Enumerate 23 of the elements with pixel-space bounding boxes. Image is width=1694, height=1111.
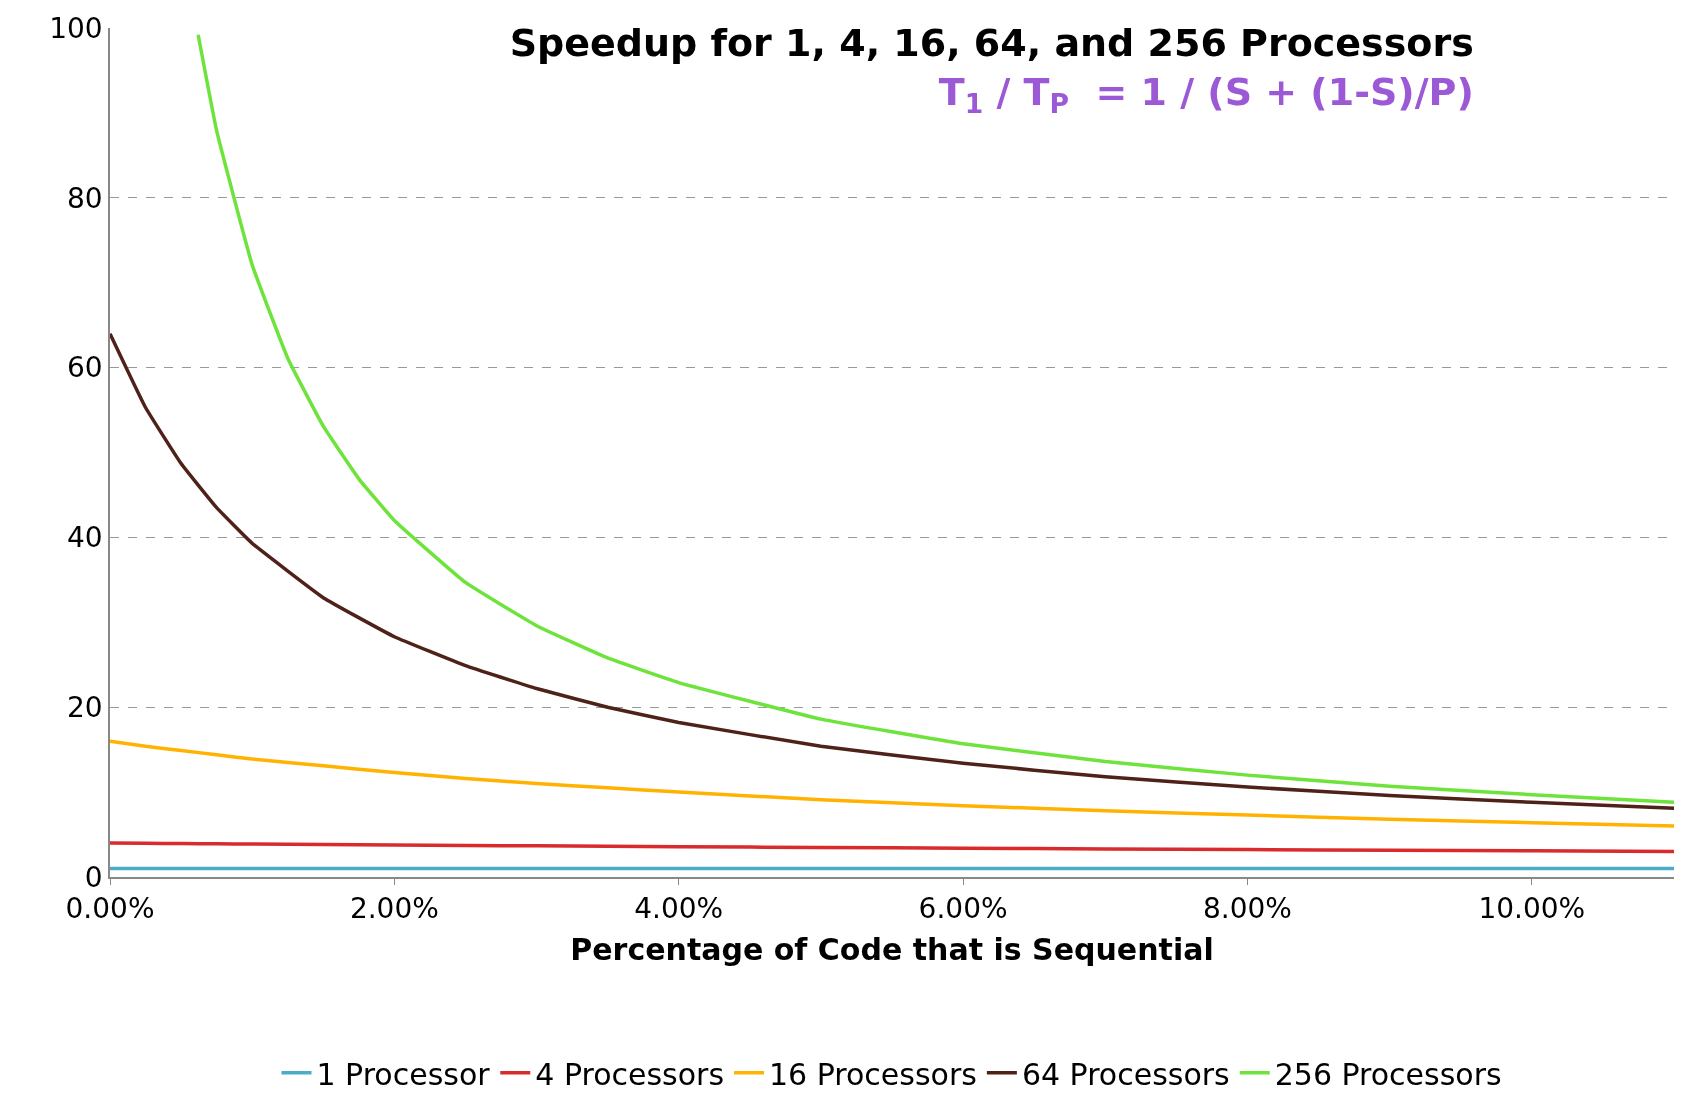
line-series [110, 841, 1674, 854]
chart-title: Speedup for 1, 4, 16, 64, and 256 Processors [509, 20, 1474, 65]
x-tick-label: 6.00% [918, 892, 1008, 926]
y-tick-label: 40 [67, 521, 103, 555]
x-tick-label: 10.00% [1478, 892, 1586, 926]
y-tick-label: 80 [67, 181, 103, 215]
text: T$_{1}$ / T$_{P}$ = 1 / (S + (1-S)/P) [938, 69, 1474, 119]
y-tick-label: 60 [67, 351, 103, 385]
y-tick-label: 100 [49, 11, 103, 45]
x-tick-label: 4.00% [634, 892, 724, 926]
y-tick-label: 20 [67, 691, 103, 724]
x-tick-label: 2.00% [349, 892, 439, 926]
line-series [110, 331, 1674, 810]
x-axis-title: Percentage of Code that is Sequential [570, 932, 1214, 968]
legend-label: 16 Processors [769, 1056, 977, 1092]
y-tick-label: 0 [84, 860, 103, 894]
legend-label: 1 Processor [316, 1056, 491, 1092]
x-tick-label: 8.00% [1202, 892, 1292, 926]
legend-label: 64 Processors [1021, 1056, 1230, 1092]
line-series [110, 739, 1674, 828]
x-tick-label: 0.00% [65, 892, 155, 926]
legend-label: 4 Processors [535, 1056, 725, 1092]
legend-label: 256 Processors [1274, 1056, 1502, 1092]
